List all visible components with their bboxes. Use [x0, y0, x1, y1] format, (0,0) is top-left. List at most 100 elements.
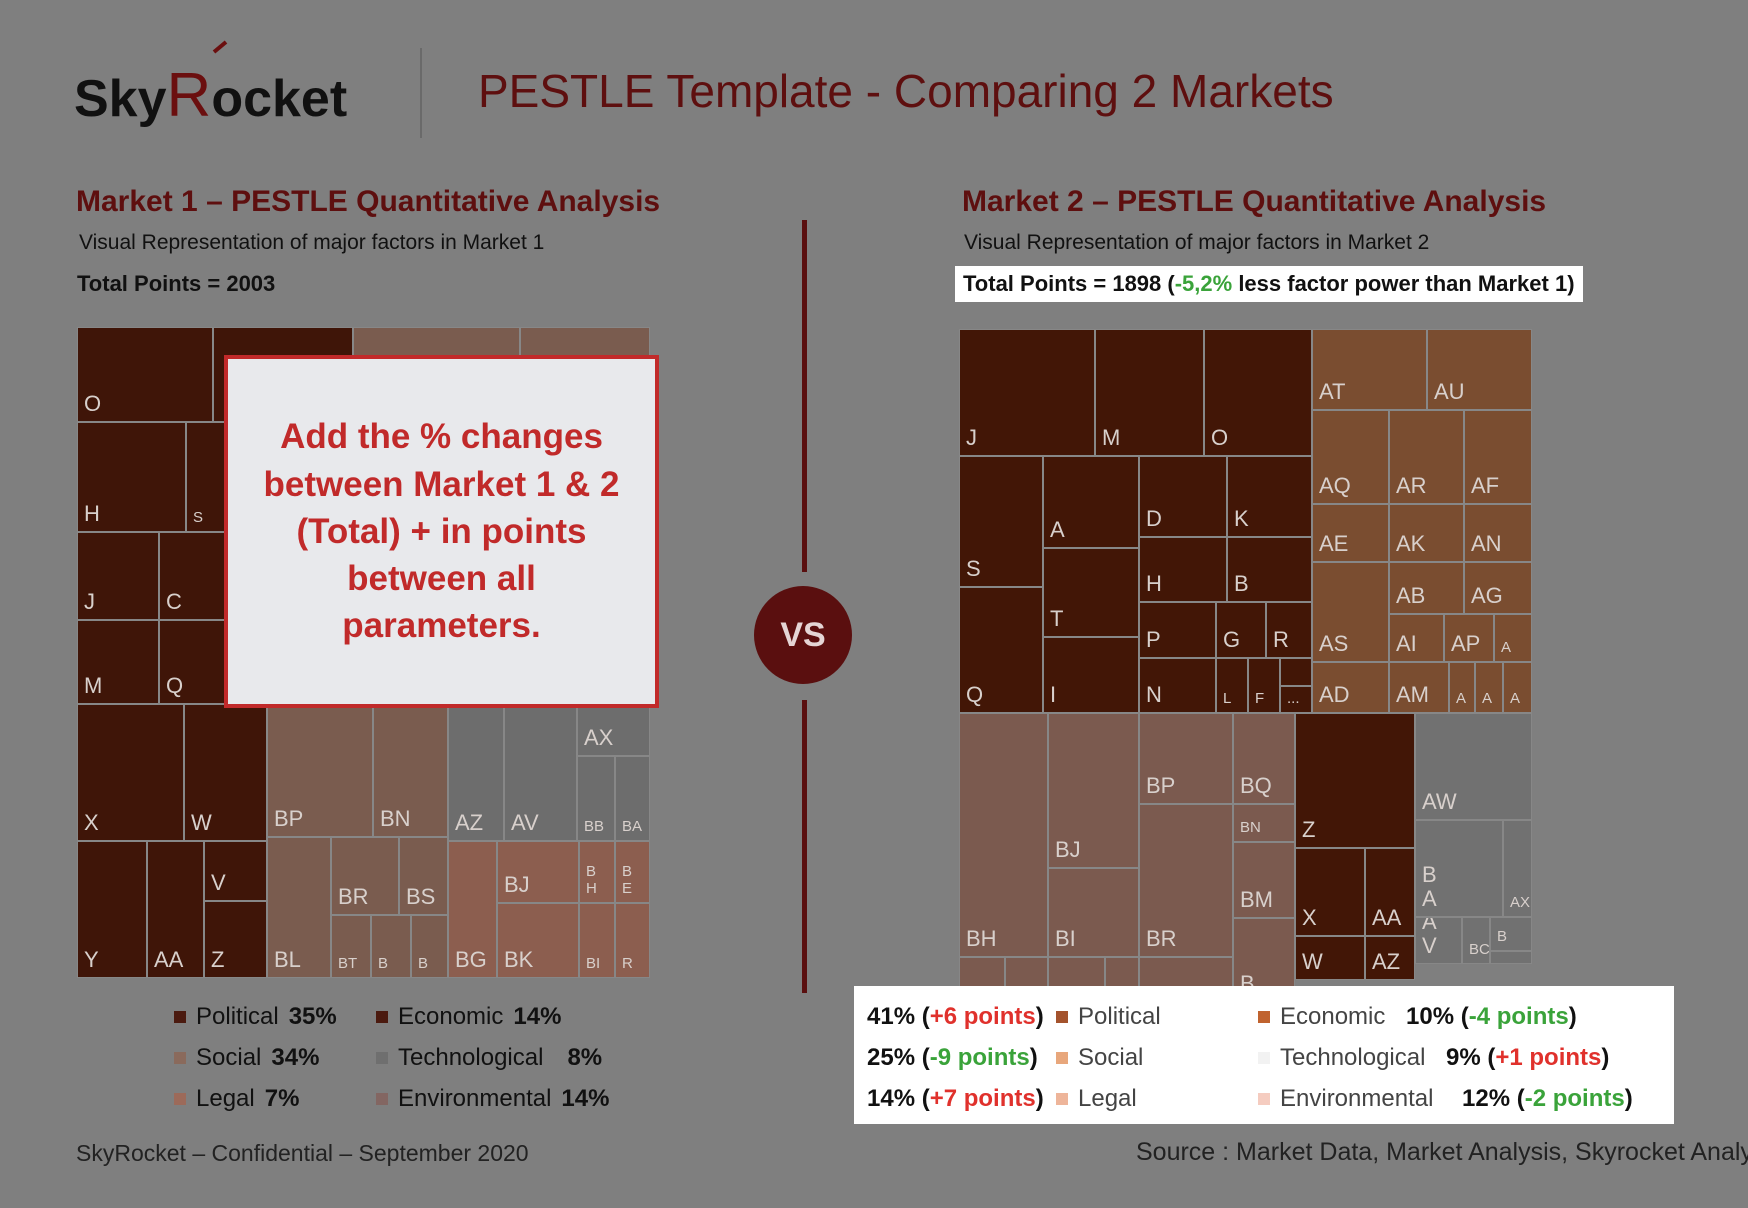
legend-swatch: [174, 1052, 186, 1064]
m2-tile: BN: [1233, 804, 1295, 842]
m1-tile-label: C: [166, 588, 182, 614]
m2-tile: AR: [1389, 410, 1464, 504]
m2-tile: P: [1139, 602, 1216, 658]
m2-legend-value-legal: 14% (+7 points): [867, 1085, 1044, 1112]
m2-tile-label: L: [1223, 689, 1232, 707]
m2-tile-label: D: [1146, 505, 1162, 531]
m1-legend-economic: Economic 14%: [376, 1003, 561, 1031]
header-divider: [420, 48, 422, 138]
m2-tile: AI: [1389, 614, 1444, 662]
m2-tile-label: F: [1255, 689, 1265, 707]
m1-tile-label: X: [84, 809, 99, 835]
m2-tile: R: [1266, 602, 1312, 658]
m1-tile-label: BJ: [504, 871, 530, 897]
m2-tile: Q: [959, 587, 1043, 713]
m2-tile-label: AM: [1396, 681, 1429, 707]
m2-tile-label: AP: [1451, 630, 1481, 656]
market1-subtitle: Visual Representation of major factors i…: [79, 231, 545, 254]
svg-text:SkyRocket: SkyRocket: [74, 61, 347, 130]
m2-tile-label: AX: [1510, 893, 1531, 911]
m2-tile-label: AB: [1396, 582, 1426, 608]
m2-tile: AK: [1389, 504, 1464, 562]
m2-tile: A: [1494, 614, 1532, 662]
m2-tile-label: AF: [1471, 472, 1500, 498]
m2-legend-value-economic: 10% (-4 points): [1406, 1003, 1577, 1030]
m1-tile-label: BR: [338, 883, 369, 909]
m1-tile-label: BG: [455, 946, 487, 972]
m1-tile: M: [77, 620, 159, 704]
m1-tile: W: [184, 704, 267, 841]
m2-legend-value-environmental: 12% (-2 points): [1462, 1085, 1633, 1112]
m1-tile-label: BL: [274, 946, 301, 972]
m2-tile: B: [1227, 537, 1312, 602]
market2-total: Total Points = 1898 (-5,2% less factor p…: [955, 266, 1583, 302]
m2-tile: AX: [1503, 820, 1532, 917]
m1-tile-label: BT: [338, 954, 358, 972]
m2-tile: W: [1295, 936, 1365, 980]
m2-tile: [1490, 951, 1532, 964]
m2-tile-label: BP: [1146, 772, 1176, 798]
m2-tile: G: [1216, 602, 1266, 658]
m1-tile: BK: [497, 903, 579, 978]
m1-legend-legal: Legal 7%: [174, 1085, 299, 1113]
m1-tile: AV: [504, 704, 577, 841]
market2-total-change: -5,2%: [1174, 271, 1233, 296]
m2-tile-label: AG: [1471, 582, 1503, 608]
callout-note: Add the % changes between Market 1 & 2 (…: [224, 355, 659, 708]
callout-text: Add the % changes between Market 1 & 2 (…: [263, 417, 620, 646]
legend-swatch: [1056, 1093, 1068, 1105]
m2-tile-label: B: [1497, 927, 1508, 945]
m1-tile-label: AZ: [455, 809, 484, 835]
m2-tile-label: AK: [1396, 530, 1426, 556]
m2-tile: AS: [1312, 562, 1389, 662]
m1-legend-social: Social 34%: [174, 1044, 319, 1072]
m2-tile-label: BR: [1146, 925, 1177, 951]
m2-tile: A: [1503, 662, 1532, 713]
m2-tile: AT: [1312, 329, 1427, 410]
m2-tile: J: [959, 329, 1095, 456]
m2-tile: AD: [1312, 662, 1389, 713]
m2-tile: BQ: [1233, 713, 1295, 804]
m1-tile-label: B E: [622, 863, 633, 897]
legend-swatch: [376, 1093, 388, 1105]
m2-tile-label: P: [1146, 626, 1161, 652]
m2-tile-label: A: [1050, 516, 1065, 542]
m2-tile: BJ: [1048, 713, 1139, 868]
m2-tile-label: AW: [1422, 788, 1457, 814]
m2-tile-label: AZ: [1372, 948, 1401, 974]
m1-tile-label: R: [622, 954, 633, 972]
m2-tile-label: W: [1302, 948, 1323, 974]
m1-tile-label: BI: [586, 954, 601, 972]
market1-title: Market 1 – PESTLE Quantitative Analysis: [76, 185, 661, 218]
m1-tile-label: AA: [154, 946, 184, 972]
m1-tile-label: H: [84, 500, 100, 526]
m2-tile: A: [1043, 456, 1139, 548]
m2-tile: BR: [1139, 804, 1233, 957]
m2-tile-label: BN: [1240, 818, 1261, 836]
m2-legend-social: Social: [1056, 1044, 1143, 1072]
m2-tile-label: A V: [1422, 917, 1437, 958]
m2-tile-label: BM: [1240, 886, 1273, 912]
legend-swatch: [174, 1093, 186, 1105]
m1-tile-label: M: [84, 672, 103, 698]
m1-tile-label: Y: [84, 946, 99, 972]
m1-tile-label: Z: [211, 946, 225, 972]
legend-swatch: [1258, 1052, 1270, 1064]
m1-legend-political: Political 35%: [174, 1003, 337, 1031]
m2-tile-label: I: [1050, 681, 1057, 707]
m2-tile-label: A: [1482, 689, 1493, 707]
m1-tile: R: [615, 903, 650, 978]
vs-badge: VS: [754, 586, 852, 684]
m2-tile: BI: [1048, 868, 1139, 957]
m2-tile-label: AR: [1396, 472, 1427, 498]
m2-tile-label: BJ: [1055, 836, 1081, 862]
m2-tile-label: BC: [1469, 940, 1490, 958]
m2-tile: A: [1449, 662, 1475, 713]
m1-tile-label: BS: [406, 883, 436, 909]
m1-tile: AX: [577, 704, 650, 756]
m1-tile-label: V: [211, 869, 226, 895]
m2-tile: B A: [1415, 820, 1503, 917]
m2-tile: [1280, 658, 1312, 686]
m2-tile: AF: [1464, 410, 1532, 504]
m2-tile-label: Q: [966, 681, 984, 707]
